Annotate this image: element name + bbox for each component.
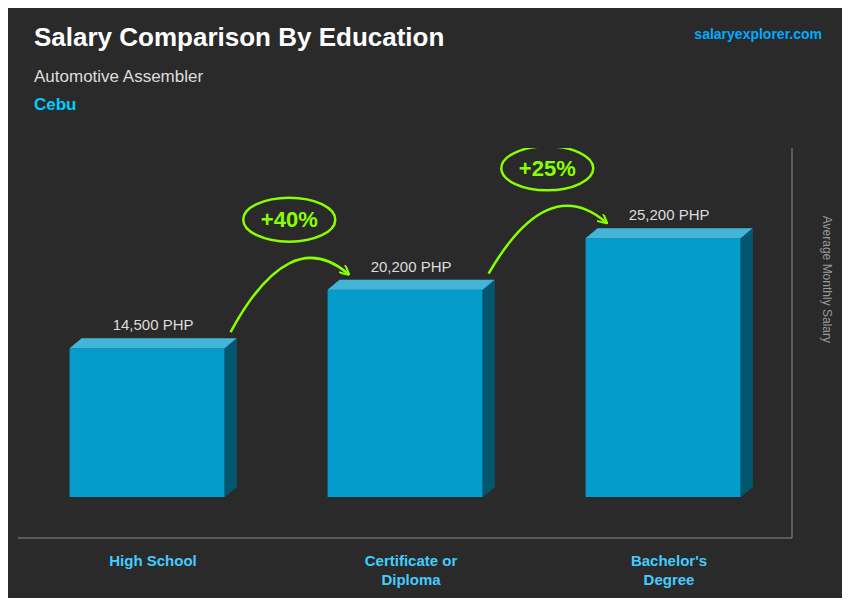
svg-text:Average Monthly Salary: Average Monthly Salary [820, 216, 834, 343]
html-text:Salary Comparison By Education: Salary Comparison By Education [34, 22, 445, 52]
svg-text:High School: High School [109, 552, 197, 569]
svg-text:25,200 PHP: 25,200 PHP [629, 206, 710, 223]
svg-text:20,200 PHP: 20,200 PHP [371, 258, 452, 275]
svg-text:+25%: +25% [519, 156, 576, 181]
html-text:Automotive Assembler: Automotive Assembler [34, 67, 204, 86]
html-text:Cebu: Cebu [34, 95, 77, 114]
svg-text:Bachelor'sDegree: Bachelor'sDegree [631, 552, 707, 589]
svg-text:Certificate orDiploma: Certificate orDiploma [365, 552, 458, 589]
svg-text:14,500 PHP: 14,500 PHP [113, 316, 194, 333]
svg-text:+40%: +40% [261, 207, 318, 232]
html-text:salaryexplorer.com: salaryexplorer.com [694, 26, 822, 42]
